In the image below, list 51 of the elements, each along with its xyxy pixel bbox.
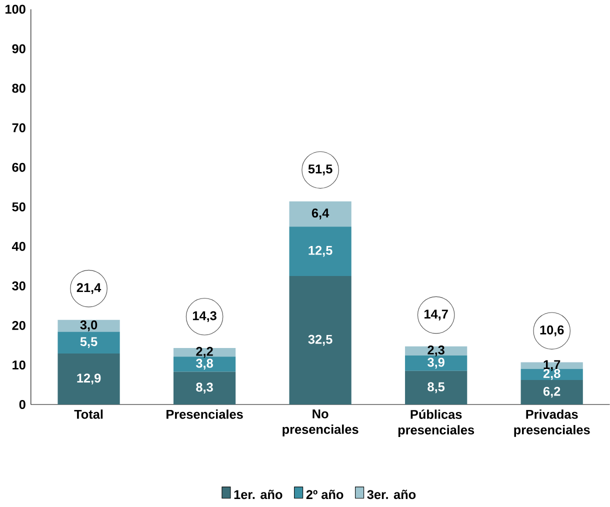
y-tick-label: 100 bbox=[6, 4, 26, 14]
data-label: 5,5 bbox=[80, 337, 98, 348]
bar bbox=[520, 380, 583, 405]
data-label: 2,2 bbox=[196, 347, 213, 358]
bar bbox=[405, 371, 468, 405]
data-label: 32,5 bbox=[308, 334, 332, 346]
total-label: 10,6 bbox=[540, 326, 564, 336]
data-label: 1,7 bbox=[544, 360, 560, 372]
x-tick-label: Presenciales bbox=[166, 410, 243, 419]
data-label: 6,2 bbox=[543, 386, 560, 398]
y-tick-label: 60 bbox=[12, 162, 26, 172]
y-tick-label: 70 bbox=[12, 123, 26, 132]
total-label: 51,5 bbox=[308, 164, 332, 176]
total-label: 14,7 bbox=[424, 310, 448, 321]
y-tick-label: 10 bbox=[12, 360, 26, 370]
bar bbox=[58, 332, 120, 354]
bar bbox=[520, 362, 583, 370]
data-label: 3,8 bbox=[196, 358, 213, 370]
data-label: 2,8 bbox=[543, 369, 560, 380]
x-tick-label: Privadas presenciales bbox=[514, 410, 590, 438]
data-label: 2,3 bbox=[428, 346, 444, 356]
x-tick-label: Total bbox=[74, 410, 103, 419]
bar bbox=[173, 356, 236, 372]
x-tick-label: Públicas presenciales bbox=[398, 410, 474, 438]
y-tick-label: 50 bbox=[12, 202, 26, 212]
y-tick-label: 40 bbox=[12, 242, 26, 252]
data-label: 3,9 bbox=[428, 358, 444, 369]
bar bbox=[58, 320, 120, 332]
bar bbox=[405, 356, 468, 372]
data-label: 6,4 bbox=[312, 208, 330, 220]
bar bbox=[289, 276, 352, 405]
bar bbox=[173, 372, 236, 405]
data-label: 3,0 bbox=[80, 320, 98, 332]
total-label: 21,4 bbox=[76, 283, 102, 294]
y-tick-label: 0 bbox=[19, 400, 26, 410]
x-tick-label: No presenciales bbox=[282, 410, 358, 437]
total-label: 14,3 bbox=[192, 311, 216, 322]
legend-label: 3er. año bbox=[367, 490, 416, 500]
bar bbox=[289, 226, 352, 276]
bar bbox=[289, 201, 352, 227]
y-tick-label: 30 bbox=[12, 282, 26, 291]
legend-label: 2º año bbox=[306, 490, 344, 500]
data-label: 8,5 bbox=[428, 382, 445, 394]
data-label: 8,3 bbox=[196, 382, 213, 394]
y-tick-label: 90 bbox=[12, 44, 26, 54]
bar bbox=[58, 354, 120, 405]
y-tick-label: 20 bbox=[12, 321, 26, 330]
data-label: 12,5 bbox=[308, 246, 332, 257]
y-tick-label: 80 bbox=[12, 84, 26, 93]
data-label: 12,9 bbox=[77, 374, 101, 385]
legend-label: 1er. año bbox=[234, 490, 282, 500]
